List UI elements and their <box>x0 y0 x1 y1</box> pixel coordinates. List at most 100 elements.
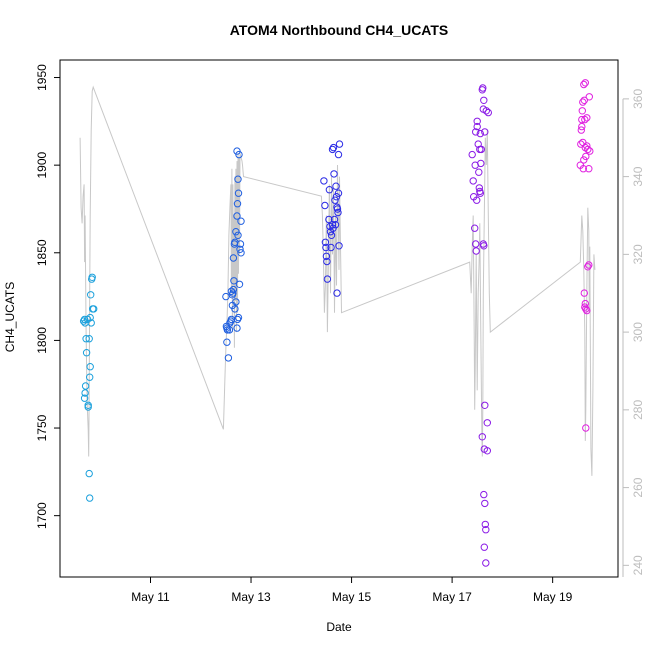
data-point <box>582 152 590 161</box>
data-point <box>331 196 339 204</box>
data-point <box>233 324 241 332</box>
data-point <box>86 494 94 502</box>
data-point <box>481 499 489 508</box>
data-point <box>479 84 487 92</box>
data-point <box>85 335 93 343</box>
data-point <box>228 291 237 299</box>
data-point <box>476 145 484 154</box>
data-point <box>230 277 238 285</box>
data-point <box>223 338 231 346</box>
data-point <box>577 140 585 148</box>
data-point <box>586 147 594 155</box>
y-tick-label-right: 300 <box>631 322 645 342</box>
data-point <box>584 263 592 271</box>
data-point <box>237 249 245 257</box>
data-point <box>583 306 591 315</box>
data-point <box>480 96 488 105</box>
data-point <box>477 145 485 154</box>
data-point <box>581 303 589 311</box>
data-point <box>333 289 341 297</box>
y-tick-label-right: 340 <box>631 166 645 186</box>
data-point <box>226 319 234 327</box>
data-point <box>482 107 490 115</box>
data-point <box>580 156 588 164</box>
data-point <box>82 349 91 357</box>
data-point <box>585 165 593 173</box>
data-point <box>328 221 337 229</box>
data-point <box>232 298 240 306</box>
data-point <box>334 208 342 217</box>
y-tick-label-left: 1900 <box>35 151 49 178</box>
data-point <box>80 394 89 402</box>
data-point <box>332 182 340 190</box>
data-point <box>328 145 337 154</box>
data-point <box>335 140 344 148</box>
data-point <box>234 313 243 322</box>
data-point <box>484 108 492 117</box>
data-point <box>88 273 96 281</box>
data-point <box>320 177 328 185</box>
y-tick-label-left: 1800 <box>35 327 49 354</box>
data-point <box>233 200 242 208</box>
data-point <box>330 215 339 224</box>
data-point <box>322 243 330 252</box>
data-point <box>483 447 491 455</box>
data-point <box>79 317 88 325</box>
flight-line-layer <box>79 85 596 476</box>
x-axis-label: Date <box>326 620 352 634</box>
data-point <box>235 280 244 288</box>
data-point <box>581 299 589 308</box>
data-point <box>472 128 480 136</box>
data-point <box>82 335 90 343</box>
y-tick-label-left: 1750 <box>35 414 49 441</box>
data-point <box>481 520 489 529</box>
data-point <box>235 150 243 159</box>
data-point <box>325 215 333 224</box>
x-tick-label: May 19 <box>533 590 573 604</box>
data-point <box>83 315 92 324</box>
plot-frame <box>59 59 619 578</box>
data-point <box>330 170 338 178</box>
data-point <box>578 122 586 131</box>
data-point <box>81 389 89 397</box>
data-point <box>236 240 245 248</box>
data-point <box>476 189 484 197</box>
axes-layer: May 11 May 13 May 15 May 17 May 19 1700 1750 18… <box>35 64 645 604</box>
data-point <box>483 419 491 427</box>
data-point <box>481 401 489 409</box>
data-point <box>577 126 585 134</box>
data-point <box>334 189 343 197</box>
data-point <box>468 150 476 159</box>
data-point <box>86 373 94 381</box>
data-point <box>87 291 95 299</box>
data-point <box>335 242 343 250</box>
data-point <box>223 326 232 334</box>
data-point <box>579 165 587 173</box>
y-tick-label-left: 1950 <box>35 64 49 91</box>
data-point <box>81 382 90 390</box>
data-point <box>471 161 479 169</box>
data-point <box>229 285 238 294</box>
data-point <box>323 275 332 283</box>
data-point <box>474 140 482 148</box>
y-tick-label-right: 360 <box>631 89 645 109</box>
data-point <box>480 242 488 250</box>
y-tick-label-left: 1850 <box>35 239 49 266</box>
x-tick-label: May 13 <box>231 590 271 604</box>
data-point <box>475 168 483 176</box>
data-point <box>472 240 480 248</box>
data-point <box>229 254 238 262</box>
y-tick-label-left: 1700 <box>35 502 49 529</box>
data-point <box>578 107 586 115</box>
data-point <box>481 128 489 136</box>
data-point <box>325 186 334 194</box>
data-point <box>580 289 588 297</box>
data-point <box>227 287 236 295</box>
data-point <box>231 305 239 313</box>
data-point <box>581 115 589 124</box>
data-point <box>234 175 242 183</box>
data-point <box>584 145 592 154</box>
data-point <box>473 196 481 204</box>
data-point <box>237 217 245 225</box>
data-point <box>236 245 244 254</box>
